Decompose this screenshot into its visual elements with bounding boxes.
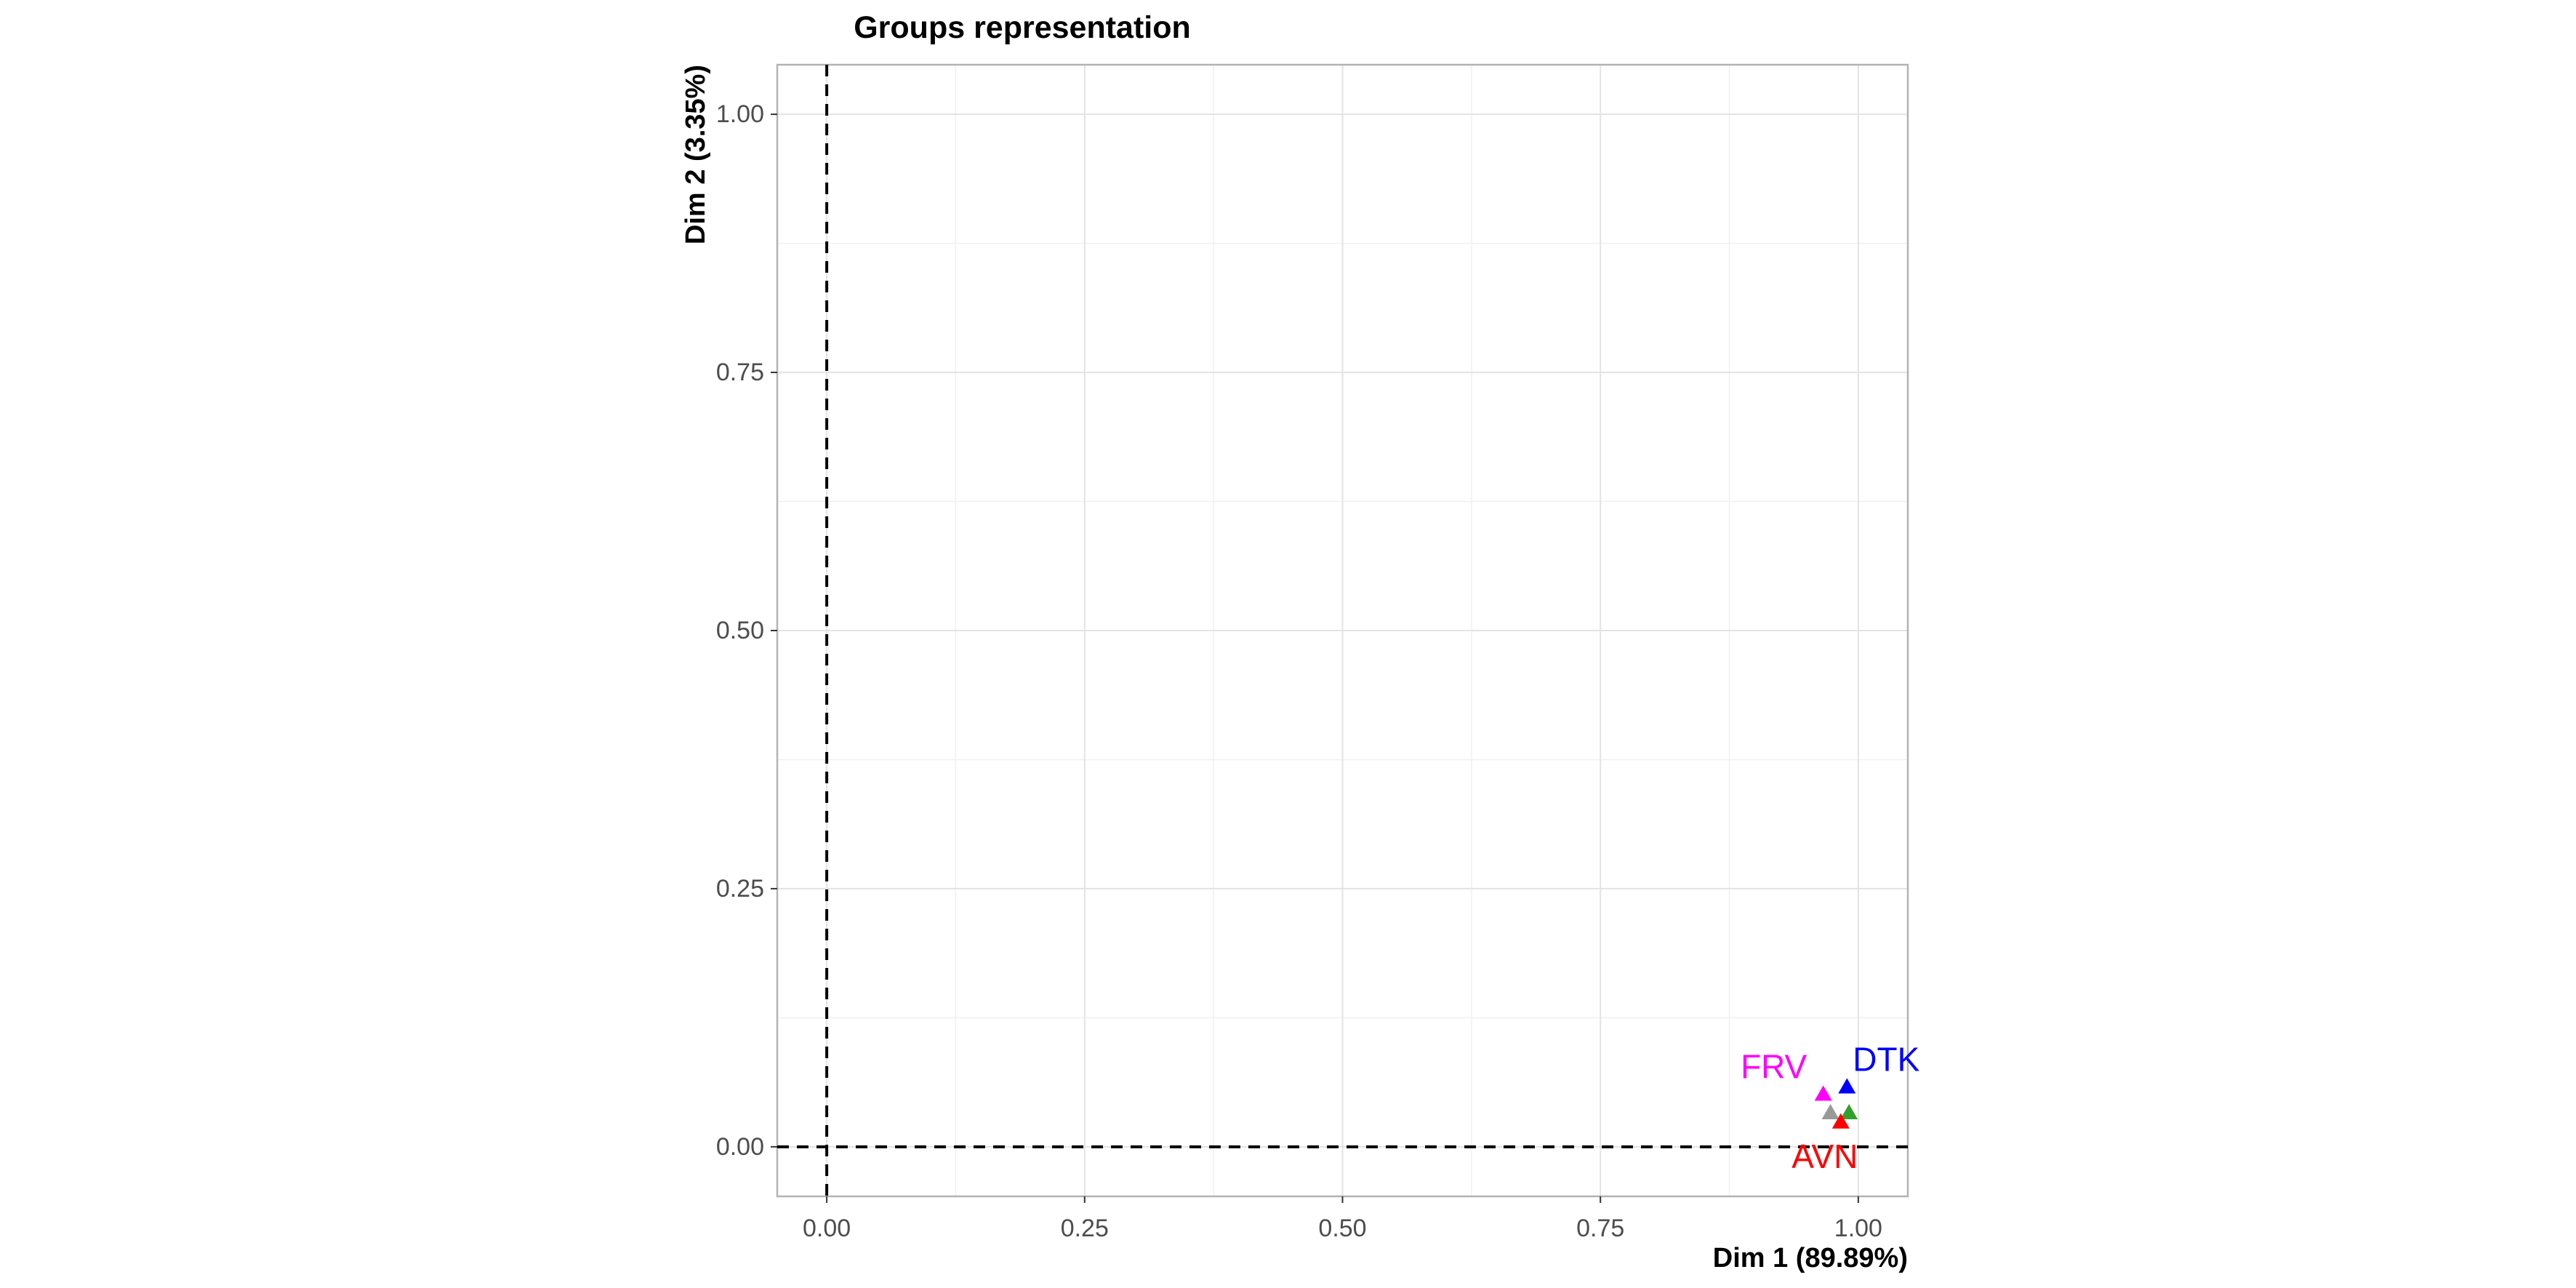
x-axis-title: Dim 1 (89.89%): [1713, 1243, 1908, 1273]
point-label: AVN: [1791, 1137, 1858, 1175]
data-points: [1814, 1078, 1858, 1129]
chart-title: Groups representation: [854, 10, 1191, 45]
y-axis: 0.00 0.25 0.50 0.75 1.00: [716, 100, 777, 1161]
x-tick-label: 0.50: [1318, 1215, 1366, 1242]
point-labels: FRV DTK AVN: [1741, 1041, 1920, 1175]
triangle-marker: [1814, 1085, 1832, 1101]
x-axis: 0.00 0.25 0.50 0.75 1.00: [803, 1196, 1882, 1242]
y-tick-label: 0.50: [716, 617, 764, 644]
point-label: DTK: [1853, 1041, 1919, 1079]
reference-lines: [777, 65, 1908, 1196]
triangle-marker: [1831, 1113, 1850, 1129]
x-tick-label: 0.75: [1576, 1215, 1624, 1242]
y-tick-label: 0.00: [716, 1133, 764, 1161]
x-tick-label: 1.00: [1834, 1215, 1882, 1242]
x-tick-label: 0.00: [803, 1215, 851, 1242]
major-grid: [777, 65, 1908, 1196]
point-label: FRV: [1741, 1047, 1807, 1085]
triangle-marker: [1821, 1104, 1839, 1120]
y-tick-label: 0.75: [716, 359, 764, 386]
triangle-marker: [1840, 1104, 1858, 1120]
y-tick-label: 0.25: [716, 875, 764, 903]
x-tick-label: 0.25: [1061, 1215, 1109, 1242]
y-tick-label: 1.00: [716, 100, 764, 128]
triangle-marker: [1838, 1078, 1856, 1094]
y-axis-title: Dim 2 (3.35%): [681, 65, 711, 244]
